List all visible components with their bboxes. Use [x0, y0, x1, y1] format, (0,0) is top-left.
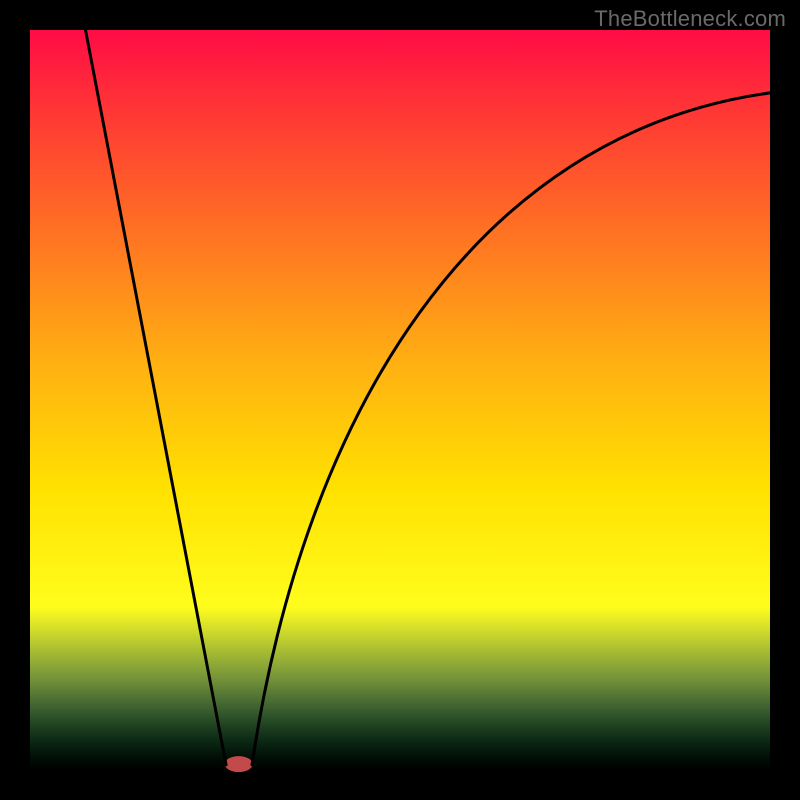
optimal-marker [225, 756, 253, 772]
bottleneck-chart [0, 0, 800, 800]
chart-background [30, 30, 770, 770]
attribution-text: TheBottleneck.com [594, 6, 786, 32]
